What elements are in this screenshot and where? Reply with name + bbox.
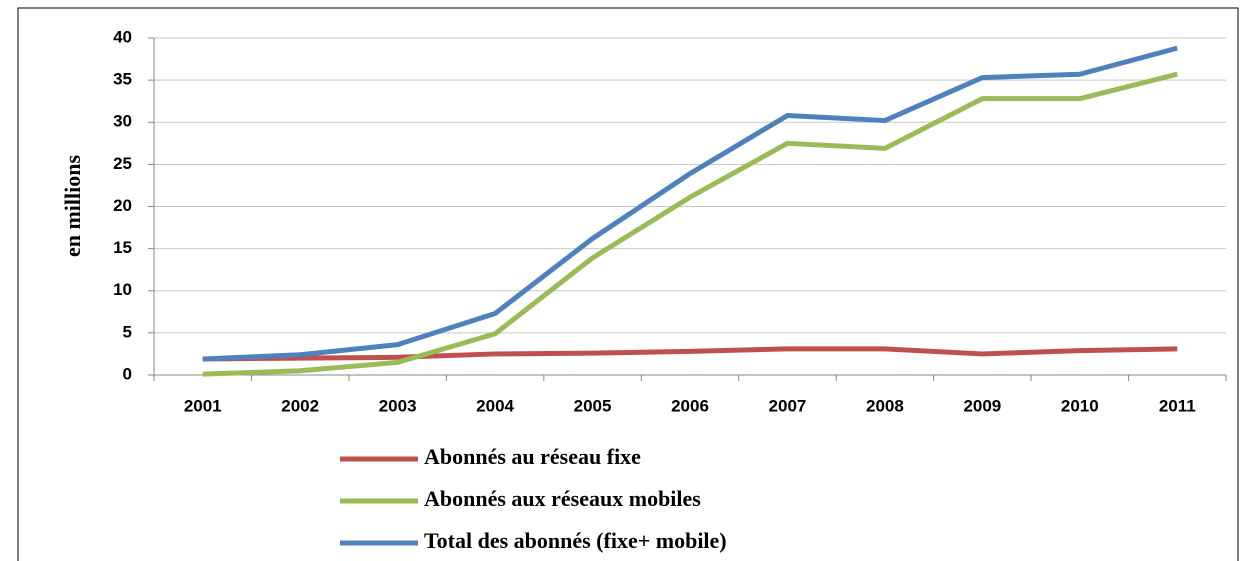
x-tick-label: 2007 [769, 396, 807, 415]
y-tick-label: 10 [113, 280, 132, 299]
x-tick-label: 2005 [574, 396, 612, 415]
y-tick-label: 30 [113, 112, 132, 131]
x-tick-label: 2002 [281, 396, 319, 415]
legend-label: Total des abonnés (fixe+ mobile) [424, 528, 727, 553]
y-tick-label: 0 [123, 364, 132, 383]
legend-label: Abonnés au réseau fixe [424, 444, 641, 469]
x-tick-label: 2003 [379, 396, 417, 415]
data-line [202, 346, 1178, 362]
frame [17, 7, 1239, 561]
x-tick-label: 2004 [476, 396, 514, 415]
x-tick-label: 2001 [184, 396, 222, 415]
data-line [202, 71, 1178, 377]
x-tick-label: 2008 [866, 396, 904, 415]
y-axis-label: en millions [60, 155, 85, 258]
y-tick-label: 25 [113, 154, 132, 173]
x-tick-label: 2010 [1061, 396, 1099, 415]
x-tick-label: 2006 [671, 396, 709, 415]
y-tick-label: 35 [113, 70, 132, 89]
y-tick-label: 5 [123, 322, 132, 341]
y-tick-label: 15 [113, 238, 132, 257]
legend-label: Abonnés aux réseaux mobiles [424, 486, 701, 511]
y-tick-label: 20 [113, 196, 132, 215]
x-tick-label: 2009 [963, 396, 1001, 415]
x-tick-label: 2011 [1159, 396, 1196, 415]
data-line [202, 45, 1178, 362]
y-tick-label: 40 [113, 27, 132, 46]
